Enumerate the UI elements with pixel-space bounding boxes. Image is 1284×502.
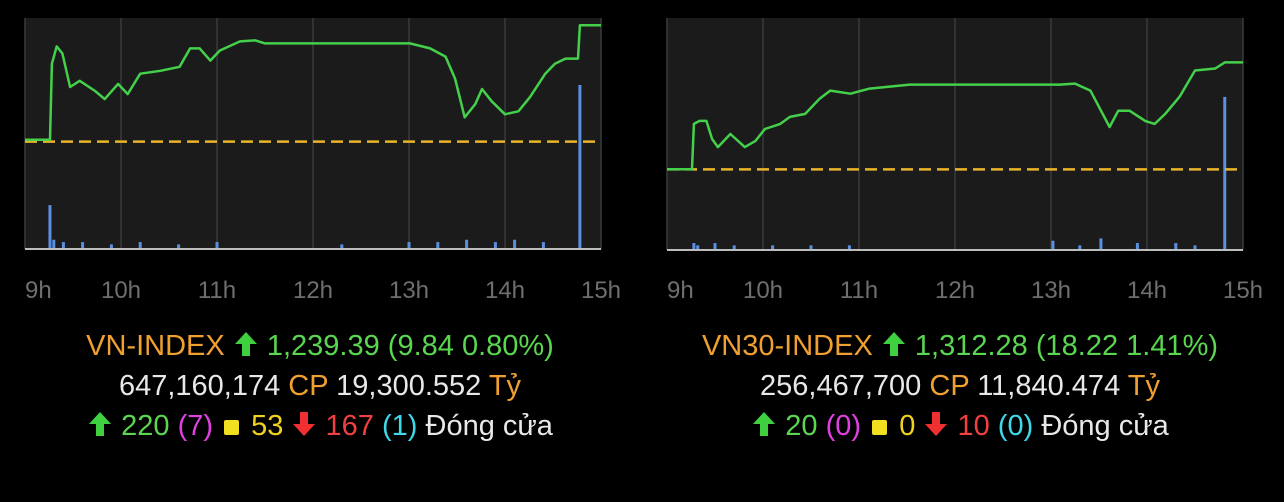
x-tick-label: 14h [1127,277,1167,304]
volume-bar [513,239,517,249]
volume-bar [713,243,717,250]
x-tick-label: 13h [1031,277,1071,304]
change: (9.84 0.80%) [387,330,554,362]
volume-bar [407,242,411,249]
volume-bar [138,242,142,249]
volume-bar [61,242,65,249]
status: Đóng cửa [425,410,553,442]
volume-bar [809,245,813,250]
volume-bar [465,239,469,249]
up: 220 [121,410,170,442]
breadth-line: 20 (0) 0 10 (0) Đóng cửa [640,406,1280,446]
x-tick-label: 9h [25,277,52,304]
floor: (1) [381,410,418,442]
x-tick-label: 11h [840,277,878,304]
x-tick-label: 9h [667,277,694,304]
index-line [25,23,601,141]
name: VN30-INDEX [701,330,873,362]
volume-unit: CP [929,370,970,402]
x-tick-label: 13h [389,277,429,304]
up-arrow [753,412,776,436]
unchanged: 0 [899,410,916,442]
down: 10 [957,410,990,442]
ceiling: (7) [177,410,214,442]
down-arrow [925,412,948,436]
volume-bar [177,244,181,249]
up: 20 [785,410,818,442]
volume-bar [771,245,775,250]
volume-unit: CP [288,370,329,402]
volume-line: 647,160,174 CP 19,300.552 Tỷ [0,366,640,406]
volume-bar [1193,245,1197,250]
volume-bar [1078,245,1082,250]
volume: 647,160,174 [118,370,281,402]
index-line [667,61,1243,171]
summary-left: VN-INDEX 1,239.39 (9.84 0.80%) 647,160,17… [0,326,640,446]
x-tick-label: 15h [581,277,621,304]
volume-bar [541,242,545,249]
volume-bar [436,242,440,249]
volume-bar [215,242,219,249]
price: 1,239.39 [266,330,380,362]
x-tick-label: 10h [743,277,783,304]
charts: 9h 10h 11h 12h 13h 14h 15h 9h 10h 11h 12h 13h 14h 15h [24,18,1263,304]
volume-bar [732,245,736,250]
index-line: VN-INDEX 1,239.39 (9.84 0.80%) [0,326,640,366]
square [872,420,888,435]
status: Đóng cửa [1041,410,1169,442]
change: (18.22 1.41%) [1035,330,1219,362]
value-unit: Tỷ [488,370,522,402]
volume-bar [1223,96,1227,250]
x-tick-label: 12h [293,277,333,304]
index-line: VN30-INDEX 1,312.28 (18.22 1.41%) [640,326,1280,366]
x-tick-label: 15h [1223,277,1263,304]
volume-bar [1135,243,1139,250]
floor: (0) [997,410,1034,442]
volume-bar [1174,243,1178,250]
volume-bar [1051,240,1055,250]
volume-bar [1099,238,1103,250]
value: 19,300.552 [336,370,482,402]
up-arrow [89,412,112,436]
up-arrow [234,332,257,356]
x-tick-label: 14h [485,277,525,304]
name: VN-INDEX [86,330,225,362]
summary-right: VN30-INDEX 1,312.28 (18.22 1.41%) 256,467… [640,326,1280,446]
value: 11,840.474 [977,370,1121,402]
square [224,420,240,435]
volume: 256,467,700 [760,370,922,402]
up-arrow [882,332,905,356]
volume-bar [493,242,497,249]
value-unit: Tỷ [1127,370,1160,402]
volume-line: 256,467,700 CP 11,840.474 Tỷ [640,366,1280,406]
volume-bar [81,242,85,249]
unchanged: 53 [251,410,284,442]
volume-bar [48,205,52,249]
volume-bar [578,84,582,250]
x-tick-label: 10h [101,277,141,304]
down-arrow [293,412,316,436]
volume-bar [692,243,696,250]
volume-bar [109,244,113,249]
breadth-line: 220 (7) 53 167 (1) Đóng cửa [0,406,640,446]
price: 1,312.28 [914,330,1028,362]
volume-bar [847,245,851,250]
volume-bar [696,245,700,250]
volume-bar [52,239,56,249]
ceiling: (0) [825,410,862,442]
volume-bar [340,244,344,249]
x-tick-label: 11h [198,277,236,304]
down: 167 [325,410,374,442]
x-tick-label: 12h [935,277,975,304]
